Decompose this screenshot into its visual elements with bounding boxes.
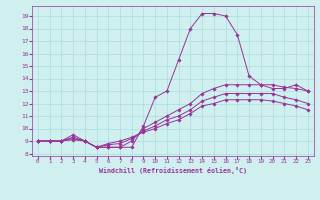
X-axis label: Windchill (Refroidissement éolien,°C): Windchill (Refroidissement éolien,°C) — [99, 167, 247, 174]
